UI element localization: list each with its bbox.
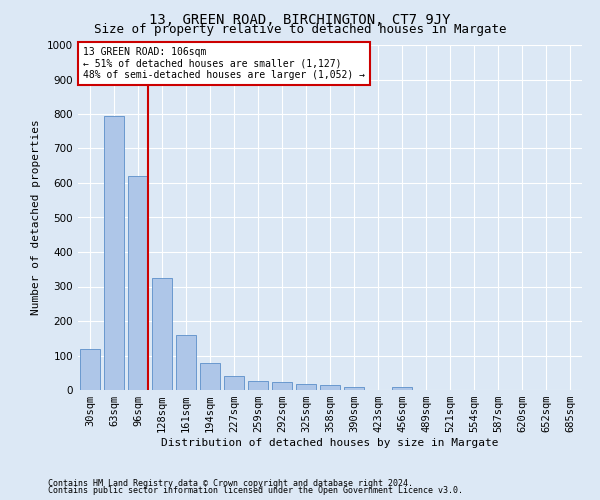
Bar [224,376,244,390]
Y-axis label: Number of detached properties: Number of detached properties [31,120,41,316]
Text: 13, GREEN ROAD, BIRCHINGTON, CT7 9JY: 13, GREEN ROAD, BIRCHINGTON, CT7 9JY [149,12,451,26]
Bar [152,278,172,390]
Bar [320,385,340,390]
Bar [200,363,220,390]
Bar [248,382,268,390]
Bar [176,335,196,390]
Text: 13 GREEN ROAD: 106sqm
← 51% of detached houses are smaller (1,127)
48% of semi-d: 13 GREEN ROAD: 106sqm ← 51% of detached … [83,46,365,80]
Text: Contains HM Land Registry data © Crown copyright and database right 2024.: Contains HM Land Registry data © Crown c… [48,478,413,488]
Bar [128,176,148,390]
X-axis label: Distribution of detached houses by size in Margate: Distribution of detached houses by size … [161,438,499,448]
Text: Contains public sector information licensed under the Open Government Licence v3: Contains public sector information licen… [48,486,463,495]
Bar [344,387,364,390]
Bar [392,386,412,390]
Bar [80,348,100,390]
Bar [272,382,292,390]
Bar [104,116,124,390]
Bar [296,384,316,390]
Text: Size of property relative to detached houses in Margate: Size of property relative to detached ho… [94,22,506,36]
